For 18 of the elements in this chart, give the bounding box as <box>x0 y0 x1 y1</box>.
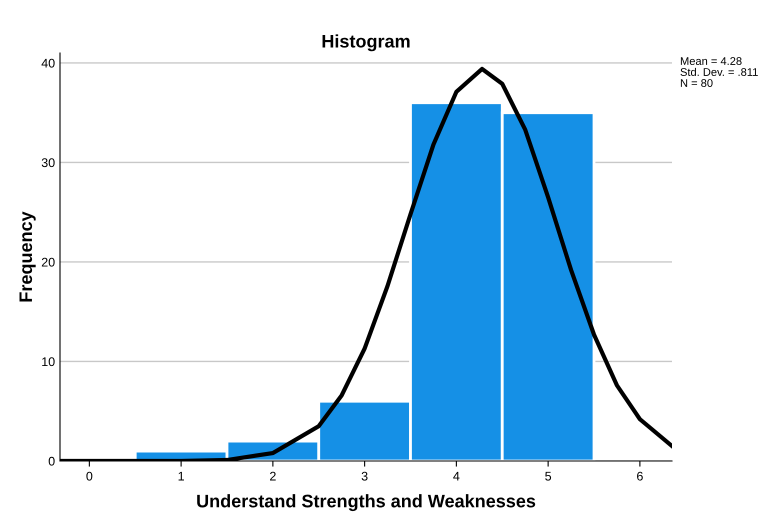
y-tick-label: 30 <box>42 158 55 168</box>
y-axis-title: Frequency <box>20 211 36 302</box>
x-tick-label: 4 <box>453 472 460 480</box>
y-tick-label: 20 <box>42 258 55 267</box>
y-tick-label: 10 <box>42 357 55 366</box>
x-tick-label: 6 <box>637 472 643 481</box>
x-tick-label: 3 <box>362 472 368 481</box>
x-tick-label: 2 <box>270 472 276 480</box>
y-tick-label: 40 <box>42 58 55 68</box>
y-tick-label: 0 <box>48 456 55 466</box>
text: Mean = 4.28 <box>680 57 742 65</box>
x-axis-title: Understand Strengths and Weaknesses <box>197 494 536 512</box>
x-tick-label: 5 <box>545 472 552 481</box>
text: N = 80 <box>680 79 713 87</box>
chart-title: Histogram <box>322 34 410 52</box>
text: Std. Dev. = .811 <box>680 68 758 76</box>
x-tick-label: 1 <box>178 472 184 480</box>
x-tick-label: 0 <box>86 472 92 481</box>
